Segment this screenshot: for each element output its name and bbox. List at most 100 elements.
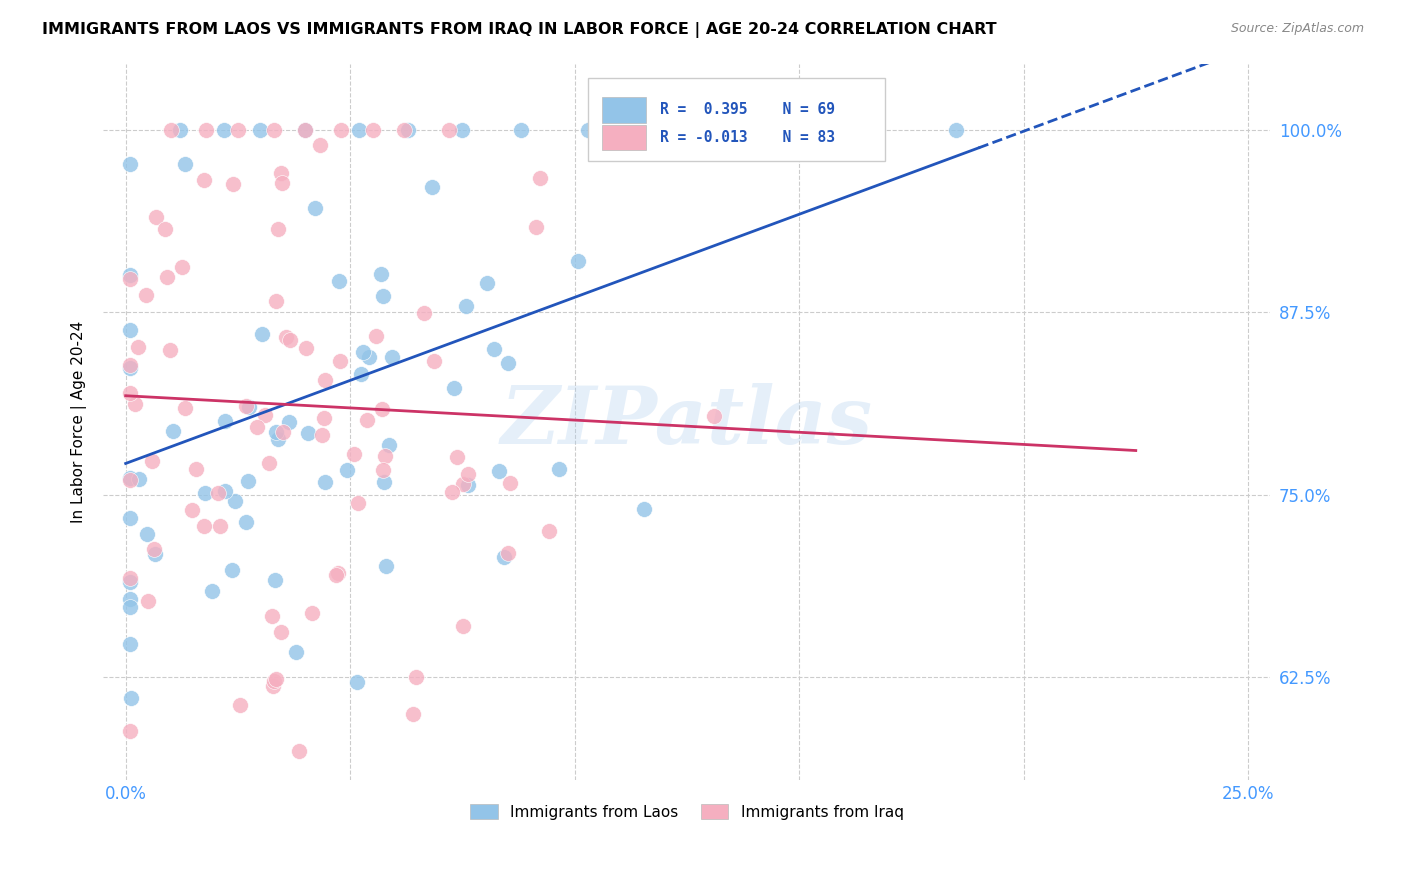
- Point: [453, 477, 475, 491]
- Point: [278, 415, 301, 429]
- Point: [378, 438, 401, 452]
- Point: [222, 177, 245, 191]
- FancyBboxPatch shape: [602, 125, 645, 151]
- Point: [371, 401, 394, 416]
- Point: [294, 122, 316, 136]
- Point: [496, 356, 519, 370]
- Point: [373, 463, 395, 477]
- Point: [156, 269, 179, 284]
- Point: [347, 122, 370, 136]
- Point: [120, 600, 142, 615]
- Point: [120, 592, 142, 607]
- FancyBboxPatch shape: [588, 78, 886, 161]
- Point: [271, 176, 294, 190]
- Point: [238, 401, 260, 415]
- Point: [120, 571, 142, 585]
- Point: [162, 424, 184, 438]
- Point: [314, 475, 336, 489]
- Point: [120, 358, 142, 372]
- Point: [402, 706, 425, 721]
- Point: [124, 397, 146, 411]
- Point: [207, 486, 229, 500]
- Point: [524, 220, 547, 235]
- Point: [246, 419, 269, 434]
- Point: [457, 478, 479, 492]
- FancyBboxPatch shape: [602, 96, 645, 122]
- Point: [295, 342, 318, 356]
- Point: [262, 679, 284, 693]
- Point: [229, 698, 252, 713]
- Point: [194, 485, 217, 500]
- Point: [509, 122, 531, 136]
- Point: [195, 122, 218, 136]
- Point: [314, 373, 336, 387]
- Point: [405, 669, 427, 683]
- Point: [235, 515, 257, 529]
- Point: [142, 542, 165, 557]
- Point: [375, 558, 398, 573]
- Point: [361, 122, 384, 136]
- Point: [356, 413, 378, 427]
- Point: [451, 618, 474, 632]
- Point: [529, 171, 551, 186]
- Point: [266, 672, 288, 686]
- Point: [413, 306, 436, 320]
- Point: [352, 345, 374, 359]
- Point: [312, 411, 335, 425]
- Point: [214, 414, 236, 428]
- Legend: Immigrants from Laos, Immigrants from Iraq: Immigrants from Laos, Immigrants from Ir…: [464, 797, 910, 826]
- Point: [499, 475, 522, 490]
- Point: [135, 288, 157, 302]
- Point: [398, 122, 420, 136]
- Point: [330, 122, 353, 136]
- Point: [127, 339, 149, 353]
- Point: [496, 546, 519, 560]
- Point: [343, 447, 366, 461]
- Point: [120, 157, 142, 171]
- Point: [457, 467, 479, 481]
- Point: [366, 328, 388, 343]
- Point: [945, 122, 967, 136]
- Point: [294, 122, 316, 136]
- Point: [346, 674, 368, 689]
- Point: [548, 462, 571, 476]
- Point: [328, 566, 350, 580]
- Text: R =  0.395    N = 69: R = 0.395 N = 69: [659, 103, 835, 117]
- Point: [475, 276, 498, 290]
- Point: [193, 173, 215, 187]
- Point: [266, 293, 288, 308]
- Point: [159, 343, 181, 357]
- Text: Source: ZipAtlas.com: Source: ZipAtlas.com: [1230, 22, 1364, 36]
- Point: [285, 644, 308, 658]
- Point: [278, 333, 301, 347]
- Point: [153, 222, 176, 236]
- Point: [271, 425, 294, 439]
- Text: R = -0.013    N = 83: R = -0.013 N = 83: [659, 130, 835, 145]
- Point: [238, 474, 260, 488]
- Point: [120, 322, 142, 336]
- Point: [308, 138, 330, 153]
- Point: [214, 122, 236, 136]
- Point: [567, 253, 589, 268]
- Point: [181, 503, 204, 517]
- Point: [235, 399, 257, 413]
- Point: [325, 568, 347, 582]
- Point: [329, 353, 352, 368]
- Point: [456, 299, 478, 313]
- Point: [443, 381, 465, 395]
- Point: [538, 524, 561, 538]
- Point: [169, 122, 191, 136]
- Point: [201, 583, 224, 598]
- Point: [263, 122, 285, 136]
- Point: [120, 272, 142, 286]
- Point: [174, 401, 197, 415]
- Point: [350, 367, 373, 381]
- Point: [703, 409, 725, 423]
- Point: [633, 502, 655, 516]
- Point: [346, 496, 368, 510]
- Point: [136, 594, 159, 608]
- Y-axis label: In Labor Force | Age 20-24: In Labor Force | Age 20-24: [72, 321, 87, 523]
- Text: ZIPatlas: ZIPatlas: [501, 383, 873, 460]
- Point: [224, 494, 246, 508]
- Point: [270, 166, 292, 180]
